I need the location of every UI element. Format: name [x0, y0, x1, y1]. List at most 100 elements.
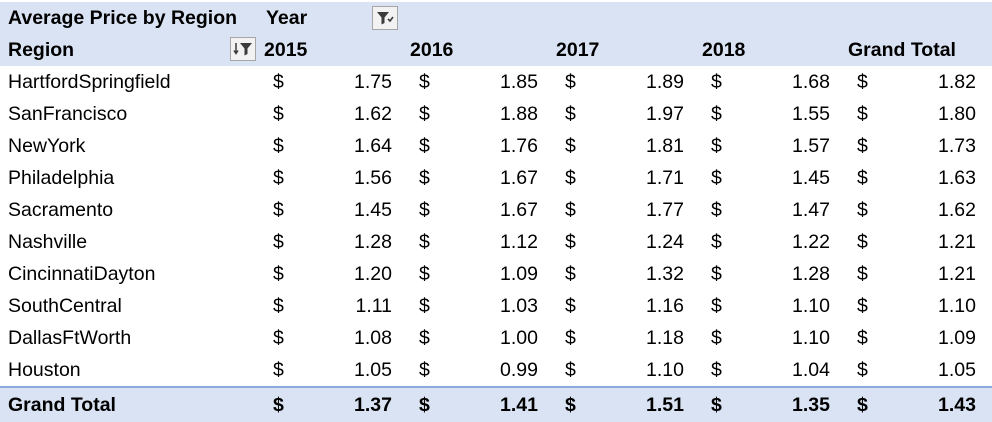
currency-symbol: $ [857, 166, 868, 189]
value-cell-2017: 1.89 [646, 70, 684, 93]
currency-symbol: $ [565, 134, 576, 157]
value-cell-2015: 1.75 [354, 70, 392, 93]
currency-symbol: $ [419, 326, 430, 349]
currency-symbol: $ [273, 262, 284, 285]
column-filter-button[interactable] [372, 6, 398, 30]
value-cell-2015: 1.08 [354, 326, 392, 349]
value-cell-grand-total: 1.82 [938, 70, 976, 93]
currency-symbol: $ [711, 70, 722, 93]
value-cell-2017: 1.18 [646, 326, 684, 349]
value-cell-2017: 1.16 [646, 294, 684, 317]
value-cell-2017: 1.77 [646, 198, 684, 221]
row-filter-button[interactable] [230, 37, 256, 61]
value-cell-2016: 1.76 [500, 134, 538, 157]
currency-symbol: $ [419, 294, 430, 317]
value-cell-grand-total: 1.05 [938, 358, 976, 381]
value-cell-2017: 1.10 [646, 358, 684, 381]
region-label: DallasFtWorth [8, 326, 132, 349]
grand-total-2018: 1.35 [792, 393, 830, 416]
pivot-header-row-1: Average Price by Region Year [0, 2, 992, 34]
currency-symbol: $ [711, 358, 722, 381]
currency-symbol: $ [273, 230, 284, 253]
currency-symbol: $ [273, 326, 284, 349]
value-cell-2018: 1.57 [792, 134, 830, 157]
value-cell-2016: 1.85 [500, 70, 538, 93]
value-cell-2016: 1.12 [500, 230, 538, 253]
currency-symbol: $ [565, 262, 576, 285]
col-header-grand-total: Grand Total [848, 38, 956, 61]
value-cell-2017: 1.81 [646, 134, 684, 157]
currency-symbol: $ [711, 166, 722, 189]
currency-symbol: $ [273, 102, 284, 125]
value-cell-2017: 1.97 [646, 102, 684, 125]
currency-symbol: $ [857, 198, 868, 221]
value-cell-2016: 0.99 [500, 358, 538, 381]
value-cell-2016: 1.00 [500, 326, 538, 349]
value-cell-2015: 1.64 [354, 134, 392, 157]
filter-icon [376, 10, 394, 26]
currency-symbol: $ [565, 358, 576, 381]
currency-symbol: $ [565, 230, 576, 253]
value-cell-2018: 1.68 [792, 70, 830, 93]
currency-symbol: $ [857, 70, 868, 93]
value-cell-grand-total: 1.73 [938, 134, 976, 157]
sort-filter-icon [233, 41, 253, 57]
pivot-title: Average Price by Region [8, 6, 238, 29]
value-cell-2018: 1.04 [792, 358, 830, 381]
currency-symbol: $ [419, 230, 430, 253]
value-cell-grand-total: 1.10 [938, 294, 976, 317]
grand-total-2015: 1.37 [354, 393, 392, 416]
table-row: DallasFtWorth $1.08 $1.00 $1.18 $1.10 $1.09 [0, 322, 992, 354]
currency-symbol: $ [711, 230, 722, 253]
value-cell-2018: 1.55 [792, 102, 830, 125]
currency-symbol: $ [565, 198, 576, 221]
currency-symbol: $ [273, 134, 284, 157]
value-cell-grand-total: 1.63 [938, 166, 976, 189]
value-cell-grand-total: 1.80 [938, 102, 976, 125]
currency-symbol: $ [565, 294, 576, 317]
value-cell-2016: 1.67 [500, 166, 538, 189]
value-cell-2015: 1.28 [354, 230, 392, 253]
col-header-2015: 2015 [264, 38, 308, 61]
currency-symbol: $ [565, 166, 576, 189]
value-cell-grand-total: 1.21 [938, 230, 976, 253]
currency-symbol: $ [857, 102, 868, 125]
table-row: SanFrancisco $1.62 $1.88 $1.97 $1.55 $1.80 [0, 98, 992, 130]
table-row: SouthCentral $1.11 $1.03 $1.16 $1.10 $1.10 [0, 290, 992, 322]
value-cell-2015: 1.05 [354, 358, 392, 381]
currency-symbol: $ [857, 262, 868, 285]
currency-symbol: $ [857, 134, 868, 157]
currency-symbol: $ [711, 393, 722, 416]
column-field-label: Year [266, 6, 308, 29]
currency-symbol: $ [419, 134, 430, 157]
pivot-header-row-2: Region 2015 2016 2017 2018 Grand Total [0, 34, 992, 66]
currency-symbol: $ [857, 326, 868, 349]
value-cell-2017: 1.71 [646, 166, 684, 189]
currency-symbol: $ [419, 166, 430, 189]
currency-symbol: $ [273, 393, 284, 416]
currency-symbol: $ [711, 134, 722, 157]
currency-symbol: $ [419, 262, 430, 285]
region-label: Nashville [8, 230, 88, 253]
value-cell-2016: 1.67 [500, 198, 538, 221]
table-row: Philadelphia $1.56 $1.67 $1.71 $1.45 $1.63 [0, 162, 992, 194]
currency-symbol: $ [419, 358, 430, 381]
col-header-2018: 2018 [702, 38, 746, 61]
currency-symbol: $ [711, 262, 722, 285]
table-row: NewYork $1.64 $1.76 $1.81 $1.57 $1.73 [0, 130, 992, 162]
value-cell-2018: 1.47 [792, 198, 830, 221]
currency-symbol: $ [273, 294, 284, 317]
region-label: HartfordSpringfield [8, 70, 171, 93]
table-row: CincinnatiDayton $1.20 $1.09 $1.32 $1.28 $1.2… [0, 258, 992, 290]
value-cell-grand-total: 1.62 [938, 198, 976, 221]
region-label: SouthCentral [8, 294, 122, 317]
value-cell-grand-total: 1.21 [938, 262, 976, 285]
region-label: Philadelphia [8, 166, 115, 189]
table-row: Sacramento $1.45 $1.67 $1.77 $1.47 $1.62 [0, 194, 992, 226]
value-cell-2015: 1.11 [355, 294, 392, 317]
col-header-2017: 2017 [556, 38, 600, 61]
grand-total-overall: 1.43 [938, 393, 976, 416]
currency-symbol: $ [857, 358, 868, 381]
currency-symbol: $ [273, 198, 284, 221]
value-cell-2018: 1.28 [792, 262, 830, 285]
